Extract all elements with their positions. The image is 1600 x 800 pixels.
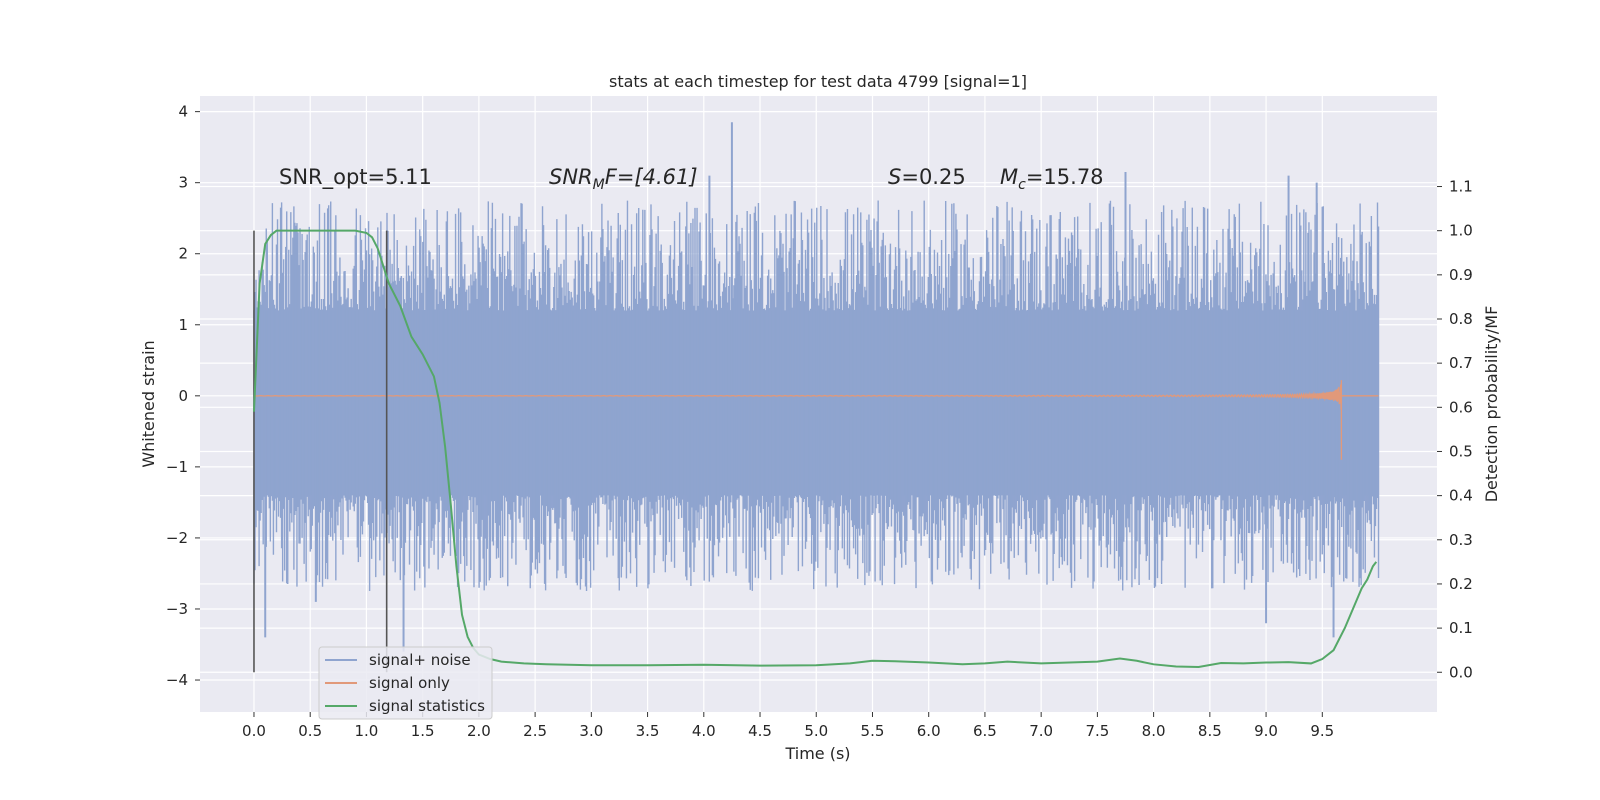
signal-only-series bbox=[253, 380, 1379, 460]
y2-tick-label: 0.7 bbox=[1449, 354, 1473, 372]
snr-mf-base: SNR bbox=[549, 165, 593, 189]
legend: signal+ noise signal only signal statist… bbox=[318, 646, 493, 720]
x-axis-label: Time (s) bbox=[784, 744, 850, 763]
y2-tick-label: 0.5 bbox=[1449, 442, 1473, 460]
window-markers bbox=[253, 230, 388, 673]
x-tick-label: 4.5 bbox=[748, 722, 772, 740]
s-var: S bbox=[888, 165, 901, 189]
y2-tick-label: 0.6 bbox=[1449, 398, 1473, 416]
x-tick-label: 5.5 bbox=[861, 722, 885, 740]
x-tick-label: 7.0 bbox=[1029, 722, 1053, 740]
x-tick-label: 8.5 bbox=[1198, 722, 1222, 740]
y2-axis-ticks: 1.1 1.0 0.9 0.8 0.7 0.6 0.5 0.4 0.3 0.2 0.1 0.0 bbox=[1437, 178, 1473, 681]
x-tick-label: 7.5 bbox=[1085, 722, 1109, 740]
y-tick-label: −4 bbox=[166, 671, 188, 689]
s-annotation: S=0.25 bbox=[888, 165, 966, 189]
x-tick-label: 1.5 bbox=[411, 722, 435, 740]
y2-tick-label: 1.1 bbox=[1449, 178, 1473, 196]
x-tick-label: 6.0 bbox=[917, 722, 941, 740]
y-tick-label: 4 bbox=[178, 103, 188, 121]
y-tick-label: 2 bbox=[178, 245, 188, 263]
snr-mf-sub: M bbox=[593, 177, 605, 193]
legend-label-signal-only: signal only bbox=[369, 674, 450, 692]
x-tick-label: 6.5 bbox=[973, 722, 997, 740]
y2-tick-label: 0.3 bbox=[1449, 531, 1473, 549]
y2-tick-label: 1.0 bbox=[1449, 222, 1473, 240]
x-tick-label: 5.0 bbox=[804, 722, 828, 740]
y2-tick-label: 0.0 bbox=[1449, 663, 1473, 681]
signal-statistics-line bbox=[252, 229, 1378, 668]
mc-var: M bbox=[1000, 165, 1018, 189]
y-tick-label: 0 bbox=[178, 387, 188, 405]
x-tick-label: 3.5 bbox=[636, 722, 660, 740]
y-tick-label: 1 bbox=[178, 316, 188, 334]
legend-label-statistics: signal statistics bbox=[369, 697, 485, 715]
y2-tick-label: 0.4 bbox=[1449, 487, 1473, 505]
x-tick-label: 2.0 bbox=[467, 722, 491, 740]
x-tick-label: 2.5 bbox=[523, 722, 547, 740]
y-tick-label: −3 bbox=[166, 600, 188, 618]
x-tick-label: 1.0 bbox=[355, 722, 379, 740]
y-tick-label: −2 bbox=[166, 529, 188, 547]
x-tick-label: 4.0 bbox=[692, 722, 716, 740]
x-tick-label: 9.0 bbox=[1254, 722, 1278, 740]
x-axis-ticks: 0.0 0.5 1.0 1.5 2.0 2.5 3.0 3.5 4.0 4.5 5.0 5.5 6.0 6… bbox=[242, 712, 1334, 740]
y2-tick-label: 0.2 bbox=[1449, 575, 1473, 593]
y2-tick-label: 0.1 bbox=[1449, 619, 1473, 637]
x-tick-label: 8.0 bbox=[1142, 722, 1166, 740]
x-tick-label: 0.5 bbox=[298, 722, 322, 740]
legend-box bbox=[318, 646, 493, 720]
y2-tick-label: 0.9 bbox=[1449, 266, 1473, 284]
y2-tick-label: 0.8 bbox=[1449, 310, 1473, 328]
legend-label-noise: signal+ noise bbox=[369, 651, 471, 669]
x-tick-label: 0.0 bbox=[242, 722, 266, 740]
chart-title: stats at each timestep for test data 479… bbox=[609, 72, 1027, 91]
y-axis-ticks: 4 3 2 1 0 −1 −2 −3 −4 bbox=[166, 103, 200, 689]
mc-sub: c bbox=[1018, 177, 1026, 193]
snr-mf-tail: F=[4.61] bbox=[605, 165, 698, 189]
snr-opt-annotation: SNR_opt=5.11 bbox=[279, 165, 432, 190]
x-tick-label: 9.5 bbox=[1310, 722, 1334, 740]
y-axis-label: Whitened strain bbox=[139, 340, 158, 467]
x-tick-label: 3.0 bbox=[579, 722, 603, 740]
mc-value: =15.78 bbox=[1026, 165, 1104, 189]
snr-mf-annotation: SNRMF=[4.61] bbox=[549, 165, 698, 193]
y2-axis-label: Detection probability/MF bbox=[1482, 306, 1501, 503]
s-value: =0.25 bbox=[901, 165, 965, 189]
y-tick-label: −1 bbox=[166, 458, 188, 476]
mc-annotation: Mc=15.78 bbox=[1000, 165, 1104, 193]
signal-only-line bbox=[253, 380, 1379, 460]
y-tick-label: 3 bbox=[178, 174, 188, 192]
